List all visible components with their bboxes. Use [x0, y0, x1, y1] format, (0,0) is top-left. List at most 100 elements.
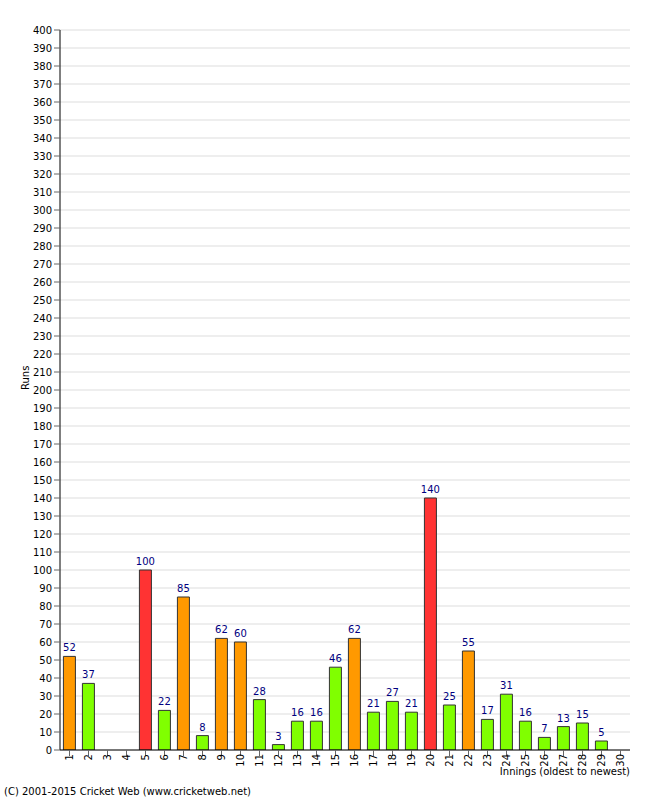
svg-text:5: 5 — [598, 727, 604, 738]
svg-text:14: 14 — [311, 754, 322, 767]
svg-text:9: 9 — [216, 754, 227, 760]
svg-text:0: 0 — [46, 745, 52, 756]
svg-text:20: 20 — [39, 709, 52, 720]
svg-text:28: 28 — [253, 686, 266, 697]
svg-text:140: 140 — [33, 493, 52, 504]
svg-text:380: 380 — [33, 61, 52, 72]
svg-text:27: 27 — [386, 687, 399, 698]
svg-text:150: 150 — [33, 475, 52, 486]
svg-text:2: 2 — [83, 754, 94, 760]
svg-text:23: 23 — [482, 754, 493, 767]
svg-text:37: 37 — [82, 669, 95, 680]
svg-text:400: 400 — [33, 25, 52, 36]
svg-text:25: 25 — [520, 754, 531, 767]
svg-text:52: 52 — [63, 642, 76, 653]
svg-text:18: 18 — [387, 754, 398, 767]
svg-text:330: 330 — [33, 151, 52, 162]
svg-text:8: 8 — [199, 722, 205, 733]
svg-text:29: 29 — [596, 754, 607, 767]
svg-text:15: 15 — [576, 709, 589, 720]
svg-text:70: 70 — [39, 619, 52, 630]
svg-text:3: 3 — [275, 731, 281, 742]
html-text:Innings (oldest to newest): Innings (oldest to newest) — [499, 766, 630, 777]
svg-text:120: 120 — [33, 529, 52, 540]
svg-text:25: 25 — [443, 691, 456, 702]
svg-text:10: 10 — [235, 754, 246, 767]
svg-text:11: 11 — [254, 754, 265, 767]
svg-text:16: 16 — [310, 707, 323, 718]
svg-text:85: 85 — [177, 583, 190, 594]
svg-text:28: 28 — [577, 754, 588, 767]
svg-text:3: 3 — [102, 754, 113, 760]
svg-text:7: 7 — [178, 754, 189, 760]
svg-text:40: 40 — [39, 673, 52, 684]
svg-text:16: 16 — [291, 707, 304, 718]
svg-text:140: 140 — [421, 484, 440, 495]
svg-text:13: 13 — [557, 713, 570, 724]
svg-text:21: 21 — [367, 698, 380, 709]
svg-text:62: 62 — [215, 624, 228, 635]
svg-text:22: 22 — [158, 696, 171, 707]
svg-text:220: 220 — [33, 349, 52, 360]
svg-text:8: 8 — [197, 754, 208, 760]
svg-text:26: 26 — [539, 754, 550, 767]
svg-text:16: 16 — [519, 707, 532, 718]
svg-text:55: 55 — [462, 637, 475, 648]
svg-text:17: 17 — [481, 705, 494, 716]
svg-text:260: 260 — [33, 277, 52, 288]
svg-text:130: 130 — [33, 511, 52, 522]
svg-text:80: 80 — [39, 601, 52, 612]
svg-text:22: 22 — [463, 754, 474, 767]
svg-text:190: 190 — [33, 403, 52, 414]
svg-text:250: 250 — [33, 295, 52, 306]
svg-text:6: 6 — [159, 754, 170, 760]
svg-text:12: 12 — [273, 754, 284, 767]
svg-text:360: 360 — [33, 97, 52, 108]
svg-text:21: 21 — [444, 754, 455, 767]
svg-text:100: 100 — [33, 565, 52, 576]
svg-text:50: 50 — [39, 655, 52, 666]
svg-text:4: 4 — [121, 754, 132, 760]
svg-text:30: 30 — [39, 691, 52, 702]
svg-text:21: 21 — [405, 698, 418, 709]
svg-text:350: 350 — [33, 115, 52, 126]
svg-text:90: 90 — [39, 583, 52, 594]
svg-text:280: 280 — [33, 241, 52, 252]
svg-text:180: 180 — [33, 421, 52, 432]
svg-text:370: 370 — [33, 79, 52, 90]
svg-text:170: 170 — [33, 439, 52, 450]
svg-text:390: 390 — [33, 43, 52, 54]
svg-text:46: 46 — [329, 653, 342, 664]
svg-text:310: 310 — [33, 187, 52, 198]
svg-text:320: 320 — [33, 169, 52, 180]
svg-text:240: 240 — [33, 313, 52, 324]
svg-text:270: 270 — [33, 259, 52, 270]
svg-text:200: 200 — [33, 385, 52, 396]
svg-text:10: 10 — [39, 727, 52, 738]
svg-text:1: 1 — [64, 754, 75, 760]
svg-text:5: 5 — [140, 754, 151, 760]
svg-text:210: 210 — [33, 367, 52, 378]
svg-text:24: 24 — [501, 754, 512, 767]
svg-text:19: 19 — [406, 754, 417, 767]
svg-text:31: 31 — [500, 680, 513, 691]
svg-text:15: 15 — [330, 754, 341, 767]
svg-text:20: 20 — [425, 754, 436, 767]
svg-text:30: 30 — [615, 754, 626, 767]
svg-text:27: 27 — [558, 754, 569, 767]
svg-text:13: 13 — [292, 754, 303, 767]
svg-text:110: 110 — [33, 547, 52, 558]
svg-text:290: 290 — [33, 223, 52, 234]
svg-text:60: 60 — [234, 628, 247, 639]
svg-text:7: 7 — [541, 723, 547, 734]
svg-text:60: 60 — [39, 637, 52, 648]
svg-text:340: 340 — [33, 133, 52, 144]
svg-text:230: 230 — [33, 331, 52, 342]
svg-text:Runs: Runs — [20, 366, 31, 390]
svg-text:100: 100 — [136, 556, 155, 567]
svg-text:62: 62 — [348, 624, 361, 635]
svg-text:16: 16 — [349, 754, 360, 767]
svg-text:160: 160 — [33, 457, 52, 468]
svg-text:300: 300 — [33, 205, 52, 216]
svg-text:17: 17 — [368, 754, 379, 767]
